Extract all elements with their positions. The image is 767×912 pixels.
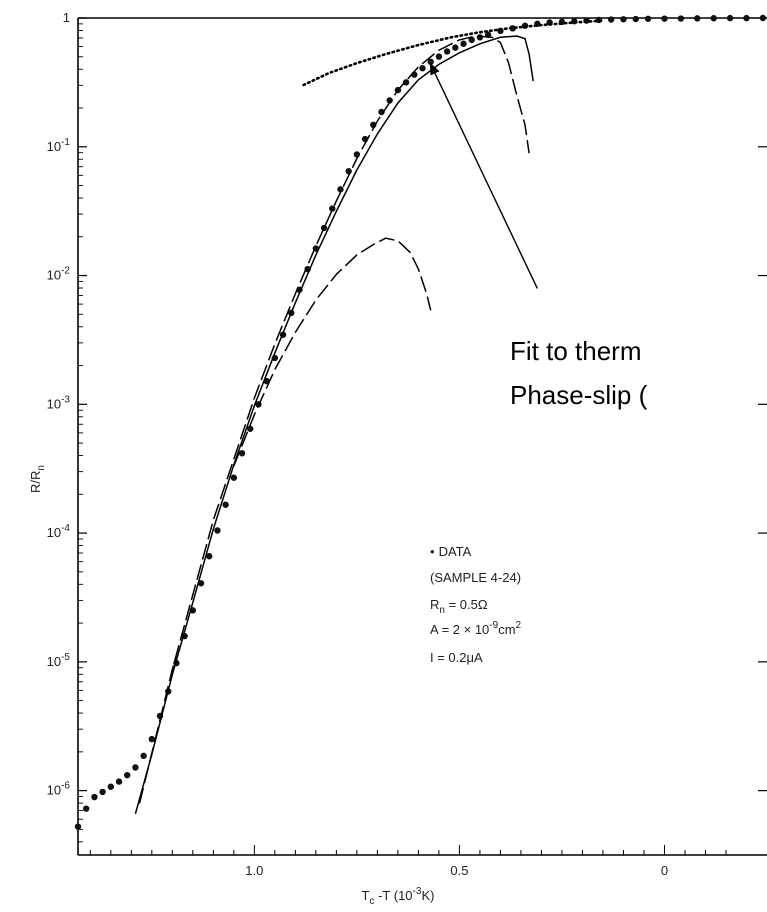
- y-tick-label: 1: [63, 10, 70, 25]
- data-point: [386, 97, 393, 104]
- data-point: [345, 168, 352, 175]
- data-point: [759, 14, 767, 22]
- data-point: [140, 752, 147, 760]
- x-tick-label: 1.0: [245, 863, 263, 878]
- data-point: [197, 580, 205, 587]
- data-point: [115, 778, 123, 785]
- y-tick-label: 10-6: [47, 781, 71, 798]
- y-tick-label: 10-1: [47, 137, 71, 154]
- data-point: [443, 48, 451, 55]
- data-point: [661, 15, 668, 22]
- y-tick-label: 10-4: [47, 523, 71, 540]
- data-point: [74, 823, 82, 830]
- data-point: [419, 65, 426, 72]
- data-point: [124, 771, 131, 779]
- annotation-arrow: [429, 62, 538, 289]
- annotation-line-2: Phase-slip (: [510, 380, 648, 410]
- data-point: [107, 783, 115, 790]
- data-point: [337, 186, 344, 193]
- y-tick-label: 10-5: [47, 652, 71, 669]
- data-point: [644, 15, 652, 22]
- data-point: [677, 15, 685, 22]
- data-point: [148, 735, 156, 743]
- data-point: [468, 36, 475, 44]
- data-point: [320, 224, 328, 232]
- data-point: [206, 553, 213, 560]
- legend-data-entry: • DATA: [430, 544, 472, 559]
- y-axis-label: R/Rn: [28, 465, 47, 493]
- y-axis-ticks: 1 10-1 10-2 10-3 10-4 10-5 10-6: [47, 10, 767, 843]
- x-axis-label: Tc -T (10-3K): [362, 886, 435, 907]
- x-tick-label: 0: [661, 863, 668, 878]
- annotation-line-1: Fit to therm: [510, 336, 641, 366]
- data-point: [694, 15, 701, 22]
- data-point: [460, 40, 467, 47]
- data-point: [329, 205, 336, 212]
- legend: • DATA (SAMPLE 4-24) Rn = 0.5Ω A = 2 × 10…: [430, 544, 522, 665]
- data-point: [99, 788, 106, 796]
- data-point: [710, 15, 717, 22]
- data-point: [743, 14, 750, 22]
- series-curve-solid-1: [134, 35, 534, 815]
- data-point: [247, 425, 254, 432]
- y-tick-label: 10-2: [47, 266, 71, 283]
- data-point: [214, 527, 221, 534]
- data-point: [726, 14, 734, 22]
- data-point: [607, 16, 615, 23]
- series-layer: [74, 14, 767, 830]
- series-curve-dotted-4: [302, 19, 605, 87]
- data-point: [435, 53, 443, 60]
- data-point: [632, 15, 639, 23]
- x-axis-ticks: 1.0 0.5 0: [89, 845, 727, 878]
- legend-rn: Rn = 0.5Ω: [430, 597, 488, 616]
- data-point: [230, 474, 238, 481]
- data-point: [476, 34, 484, 41]
- series-curve-long-dash-2: [138, 35, 530, 804]
- data-point: [238, 450, 246, 457]
- data-point: [91, 793, 98, 801]
- legend-sample: (SAMPLE 4-24): [430, 570, 521, 585]
- data-point: [378, 108, 385, 116]
- x-tick-label: 0.5: [450, 863, 468, 878]
- series-curve-long-dash-3: [233, 237, 432, 467]
- data-point: [402, 79, 410, 86]
- data-point: [620, 16, 627, 23]
- data-point: [132, 764, 139, 771]
- y-tick-label: 10-3: [47, 394, 71, 411]
- annotation: Fit to therm Phase-slip (: [429, 62, 648, 410]
- data-point: [222, 501, 229, 508]
- legend-area: A = 2 × 10-9cm2: [430, 620, 522, 637]
- legend-current: I = 0.2μA: [430, 650, 483, 665]
- data-point: [452, 44, 459, 51]
- data-point: [83, 805, 90, 812]
